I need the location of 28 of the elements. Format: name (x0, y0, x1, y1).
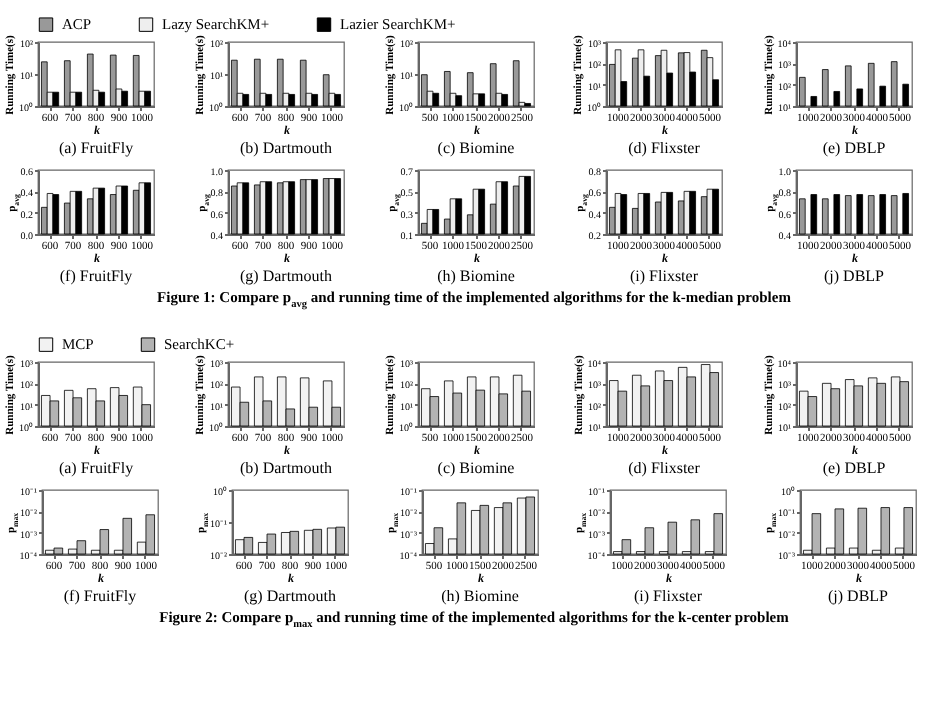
bar (92, 187, 100, 235)
bar (75, 190, 83, 235)
text: (e) DBLP (823, 458, 887, 476)
text: (c) Biomine (436, 139, 515, 157)
text: (i) Flixster (634, 586, 704, 604)
bar (115, 185, 123, 235)
text: (c) Biomine (436, 458, 515, 476)
text: (e) DBLP (823, 139, 887, 157)
bar (52, 194, 60, 235)
text: (a) FruitFly (58, 458, 134, 476)
bar (144, 182, 151, 235)
text: (g) Dartmouth (243, 586, 336, 604)
text: (j) DBLP (824, 267, 886, 285)
text: (h) Biomine (436, 267, 515, 285)
text: (d) Flixster (629, 139, 702, 157)
text: (i) Flixster (630, 267, 700, 285)
bar (138, 182, 146, 235)
text: (b) Dartmouth (239, 458, 332, 476)
bar (121, 185, 128, 235)
text: (g) Dartmouth (239, 267, 332, 285)
text: (f) FruitFly (59, 267, 133, 285)
text: (f) FruitFly (63, 586, 137, 604)
text: (h) Biomine (440, 586, 519, 604)
text: (j) DBLP (828, 586, 890, 604)
text: (a) FruitFly (58, 139, 134, 157)
bar (98, 187, 106, 235)
text: (b) Dartmouth (239, 139, 332, 157)
text: (d) Flixster (629, 458, 702, 476)
